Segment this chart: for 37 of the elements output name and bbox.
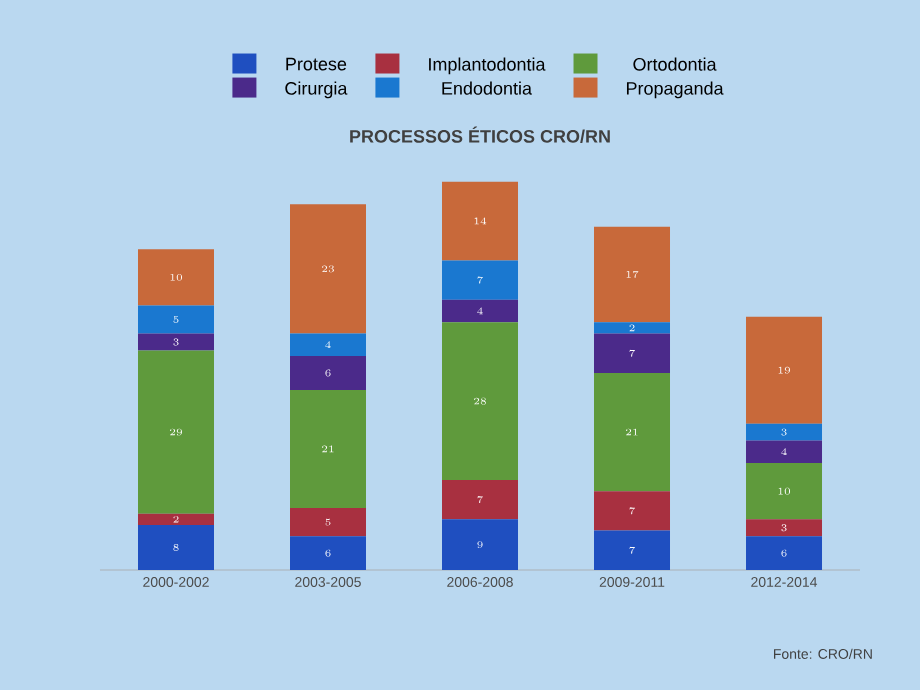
bar	[594, 373, 671, 492]
bar	[746, 423, 823, 441]
bar	[442, 299, 519, 323]
bar	[138, 524, 214, 570]
bar	[138, 513, 214, 525]
bar	[442, 260, 519, 300]
legend-label: Endodontia	[442, 81, 532, 95]
bar	[442, 181, 519, 261]
bar	[138, 350, 214, 514]
chart-title: PROCESSOS ÉTICOS CRO/RN	[350, 126, 610, 143]
bar	[594, 333, 671, 373]
bar	[138, 305, 214, 334]
bar	[442, 322, 519, 480]
legend-label: Protese	[286, 57, 347, 71]
bar	[290, 536, 366, 570]
legend-label: Implantodontia	[429, 57, 546, 75]
bar	[594, 226, 671, 323]
bar	[594, 491, 671, 531]
legend-label: Propaganda	[626, 81, 724, 99]
bar	[746, 316, 823, 424]
legend-label: Cirurgia	[285, 81, 348, 99]
bar	[746, 519, 823, 537]
bar	[290, 333, 366, 357]
bar	[746, 440, 823, 464]
bar	[138, 249, 214, 306]
bar	[442, 519, 519, 570]
bar	[594, 530, 671, 570]
bar	[290, 389, 366, 509]
bar	[746, 536, 823, 570]
bar	[290, 356, 366, 390]
bar	[290, 204, 366, 334]
bar	[138, 333, 214, 351]
bar	[594, 322, 671, 334]
bar	[442, 479, 519, 520]
bar	[746, 463, 823, 520]
legend-label: Ortodontia	[633, 57, 717, 71]
bar	[290, 508, 366, 537]
